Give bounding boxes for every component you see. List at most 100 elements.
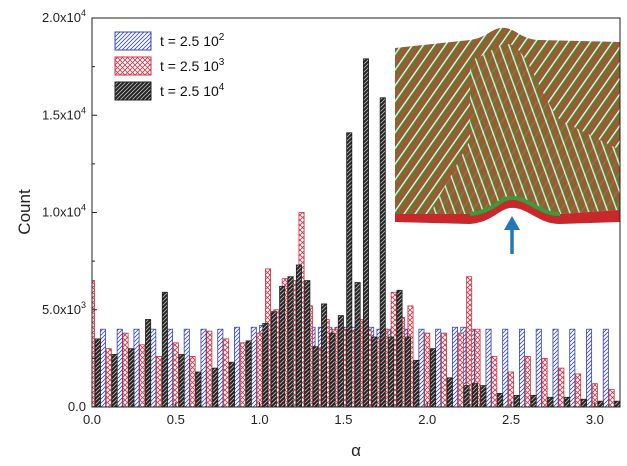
x-tick-label: 0.5 bbox=[167, 412, 185, 427]
bar-series-3-22 bbox=[362, 58, 369, 407]
bar-series-2-29 bbox=[424, 332, 431, 407]
bar-series-3-6 bbox=[195, 371, 202, 407]
bar-series-3-30 bbox=[446, 377, 453, 407]
bar-series-2-2 bbox=[122, 332, 129, 407]
bar-series-1-8 bbox=[217, 328, 224, 407]
bar-series-3-4 bbox=[161, 291, 168, 407]
bar-series-3-26 bbox=[396, 289, 403, 407]
x-tick-label: 2.5 bbox=[502, 412, 520, 427]
bar-series-3-8 bbox=[228, 361, 235, 407]
bar-series-1-40 bbox=[586, 328, 593, 407]
bar-series-3-36 bbox=[530, 394, 537, 407]
bar-series-3-17 bbox=[321, 303, 328, 407]
bar-series-2-6 bbox=[189, 356, 196, 407]
bar-series-3-12 bbox=[279, 286, 286, 407]
x-tick-label: 2.0 bbox=[418, 412, 436, 427]
bar-series-1-36 bbox=[519, 328, 526, 407]
bar-series-3-10 bbox=[262, 322, 269, 407]
bar-series-1-9 bbox=[234, 326, 241, 407]
bar-series-3-29 bbox=[430, 348, 437, 407]
bar-series-3-20 bbox=[346, 132, 353, 407]
bar-series-3-35 bbox=[513, 394, 520, 407]
bar-series-2-3 bbox=[139, 344, 146, 407]
bar-series-3-25 bbox=[388, 336, 395, 407]
bar-series-3-37 bbox=[547, 396, 554, 407]
bar-series-2-39 bbox=[575, 373, 582, 407]
bar-series-2-31 bbox=[457, 332, 464, 407]
bar-series-3-0 bbox=[94, 338, 101, 407]
x-axis-title: α bbox=[351, 441, 361, 460]
bar-series-3-21 bbox=[354, 282, 361, 407]
bar-series-2-10 bbox=[256, 332, 263, 407]
bar-series-1-34 bbox=[485, 328, 492, 407]
bar-series-1-3 bbox=[133, 328, 140, 407]
bar-series-3-19 bbox=[337, 315, 344, 407]
bar-series-2-1 bbox=[105, 348, 112, 407]
bar-series-3-31 bbox=[463, 385, 470, 407]
bar-series-3-38 bbox=[564, 396, 571, 407]
bar-series-3-24 bbox=[379, 97, 386, 407]
bar-series-3-40 bbox=[597, 400, 604, 407]
bar-series-2-40 bbox=[591, 383, 598, 407]
x-tick-label: 3.0 bbox=[586, 412, 604, 427]
bar-series-2-38 bbox=[558, 367, 565, 407]
bar-series-1-5 bbox=[167, 328, 174, 407]
bar-series-3-14 bbox=[295, 264, 302, 407]
bar-series-2-5 bbox=[172, 342, 179, 407]
bar-series-1-31 bbox=[451, 326, 458, 407]
ticks-layer: 0.0 0.5 1.0 1.5 2.0 2.5 3.0 0.0 5.0x103 1.0x104 1.… bbox=[42, 8, 604, 427]
bar-series-1-38 bbox=[552, 328, 559, 407]
inset-image bbox=[395, 27, 620, 254]
bar-series-1-35 bbox=[502, 328, 509, 407]
bar-series-3-3 bbox=[145, 319, 152, 407]
legend: t = 2.5 102 t = 2.5 103 t = 2.5 104 bbox=[114, 31, 225, 101]
legend-swatch-3 bbox=[114, 81, 152, 101]
y-tick-label: 1.0x104 bbox=[42, 203, 86, 220]
bar-series-1-10 bbox=[250, 326, 257, 407]
bar-series-1-30 bbox=[435, 328, 442, 407]
bar-series-2-32 bbox=[466, 276, 473, 407]
bar-series-3-11 bbox=[270, 311, 277, 407]
bar-series-2-8 bbox=[223, 338, 230, 407]
bar-series-2-33 bbox=[474, 328, 481, 407]
bars-layer bbox=[92, 58, 620, 407]
legend-label-1: t = 2.5 102 bbox=[160, 32, 225, 49]
bar-series-3-33 bbox=[480, 385, 487, 407]
bar-series-3-5 bbox=[178, 354, 185, 407]
bar-series-2-7 bbox=[206, 330, 213, 407]
legend-swatch-1 bbox=[114, 31, 152, 51]
bar-series-2-34 bbox=[491, 356, 498, 407]
bar-series-3-13 bbox=[287, 276, 294, 407]
bar-series-2-30 bbox=[440, 332, 447, 407]
bar-series-3-28 bbox=[413, 359, 420, 407]
bar-series-3-23 bbox=[371, 336, 378, 407]
inset-arrow-head bbox=[504, 216, 520, 230]
bar-series-3-34 bbox=[497, 392, 504, 407]
y-tick-label: 1.5x104 bbox=[42, 105, 86, 122]
bar-series-3-15 bbox=[304, 280, 311, 407]
bar-series-2-9 bbox=[239, 342, 246, 407]
x-tick-label: 1.0 bbox=[251, 412, 269, 427]
x-tick-label: 1.5 bbox=[334, 412, 352, 427]
legend-label-3: t = 2.5 104 bbox=[160, 82, 225, 99]
bar-series-3-7 bbox=[212, 367, 219, 407]
bar-series-3-1 bbox=[111, 354, 118, 407]
bar-series-3-2 bbox=[128, 348, 135, 407]
bar-series-3-9 bbox=[245, 340, 252, 407]
bar-series-2-4 bbox=[156, 356, 163, 407]
bar-series-2-41 bbox=[608, 389, 615, 407]
bar-series-2-36 bbox=[524, 356, 531, 407]
bar-series-1-39 bbox=[569, 328, 576, 407]
x-tick-label: 0.0 bbox=[83, 412, 101, 427]
bar-series-1-29 bbox=[418, 328, 425, 407]
bar-series-3-16 bbox=[312, 346, 319, 407]
bar-series-1-7 bbox=[200, 328, 207, 407]
legend-label-2: t = 2.5 103 bbox=[160, 57, 225, 74]
bar-series-2-35 bbox=[508, 371, 515, 407]
bar-series-1-2 bbox=[116, 328, 123, 407]
bar-series-1-41 bbox=[602, 328, 609, 407]
bar-series-1-1 bbox=[99, 328, 106, 407]
y-tick-label: 5.0x103 bbox=[42, 300, 86, 317]
bar-series-1-6 bbox=[183, 328, 190, 407]
bar-series-1-37 bbox=[535, 328, 542, 407]
